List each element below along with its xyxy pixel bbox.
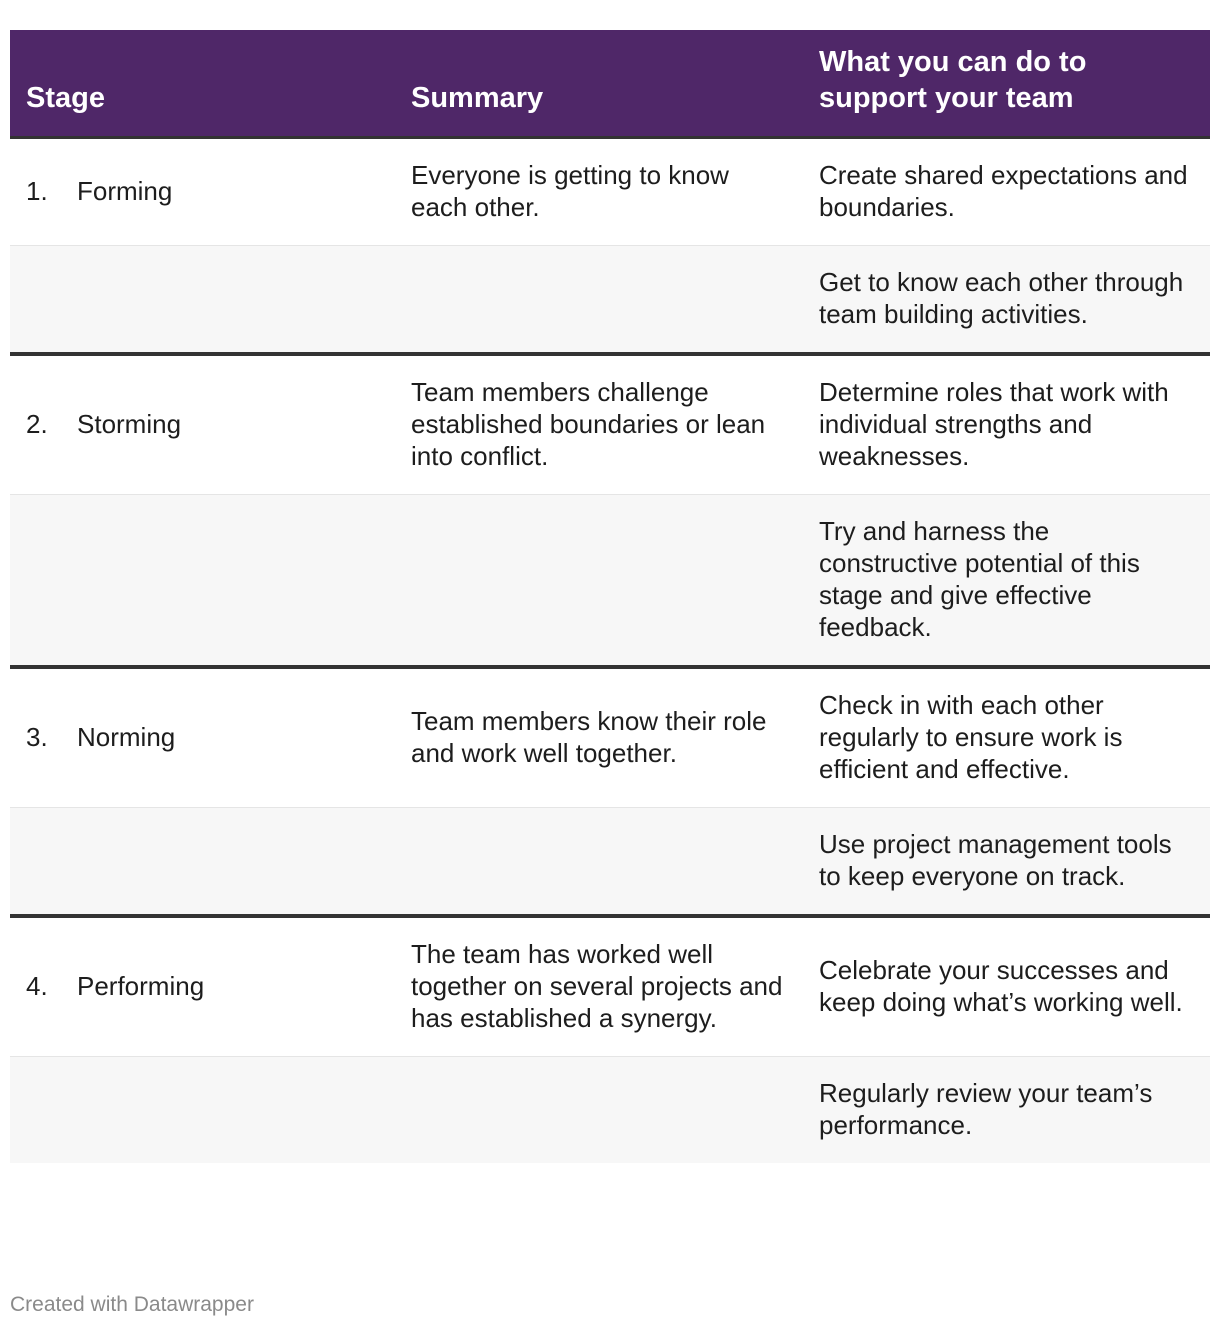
stage-cell: 1. Forming <box>10 137 395 246</box>
summary-cell: The team has worked well together on sev… <box>395 916 803 1057</box>
header-stage: Stage <box>10 30 395 139</box>
empty-cell <box>395 494 803 669</box>
header-summary: Summary <box>395 30 803 139</box>
stage-number: 3. <box>26 722 48 752</box>
table-row: 3. Norming Team members know their role a… <box>10 667 1210 808</box>
action-cell: Get to know each other through team buil… <box>803 245 1210 356</box>
header-support: What you can do to support your team <box>803 30 1210 139</box>
summary-cell: Team members challenge established bound… <box>395 354 803 495</box>
action-cell: Use project management tools to keep eve… <box>803 807 1210 918</box>
empty-cell <box>395 1056 803 1163</box>
table-body: 1. Forming Everyone is getting to know ea… <box>10 137 1210 1163</box>
team-stages-table-container: Stage Summary What you can do to support… <box>10 30 1210 1163</box>
stage-cell: 4. Performing <box>10 916 395 1057</box>
action-cell: Try and harness the constructive potenti… <box>803 494 1210 669</box>
table-row: 4. Performing The team has worked well to… <box>10 916 1210 1057</box>
table-row: Try and harness the constructive potenti… <box>10 494 1210 669</box>
empty-cell <box>10 807 395 918</box>
table-row: Regularly review your team’s performance… <box>10 1056 1210 1163</box>
action-cell: Regularly review your team’s performance… <box>803 1056 1210 1163</box>
action-cell: Create shared expectations and boundarie… <box>803 137 1210 246</box>
summary-cell: Team members know their role and work we… <box>395 667 803 808</box>
stage-name: Norming <box>77 722 176 752</box>
empty-cell <box>10 494 395 669</box>
table-row: 1. Forming Everyone is getting to know ea… <box>10 137 1210 246</box>
datawrapper-credit: Created with Datawrapper <box>10 1293 254 1316</box>
stage-cell: 3. Norming <box>10 667 395 808</box>
stage-number: 2. <box>26 409 48 439</box>
action-cell: Celebrate your successes and keep doing … <box>803 916 1210 1057</box>
team-stages-table: Stage Summary What you can do to support… <box>10 30 1210 1163</box>
empty-cell <box>10 1056 395 1163</box>
stage-number: 4. <box>26 971 48 1001</box>
empty-cell <box>10 245 395 356</box>
table-header: Stage Summary What you can do to support… <box>10 30 1210 139</box>
table-row: 2. Storming Team members challenge establ… <box>10 354 1210 495</box>
table-row: Use project management tools to keep eve… <box>10 807 1210 918</box>
stage-name: Storming <box>77 409 182 439</box>
action-cell: Determine roles that work with individua… <box>803 354 1210 495</box>
table-row: Get to know each other through team buil… <box>10 245 1210 356</box>
action-cell: Check in with each other regularly to en… <box>803 667 1210 808</box>
stage-name: Forming <box>77 176 173 206</box>
stage-number: 1. <box>26 176 48 206</box>
stage-cell: 2. Storming <box>10 354 395 495</box>
empty-cell <box>395 807 803 918</box>
stage-name: Performing <box>77 971 205 1001</box>
empty-cell <box>395 245 803 356</box>
header-row: Stage Summary What you can do to support… <box>10 30 1210 139</box>
summary-cell: Everyone is getting to know each other. <box>395 137 803 246</box>
